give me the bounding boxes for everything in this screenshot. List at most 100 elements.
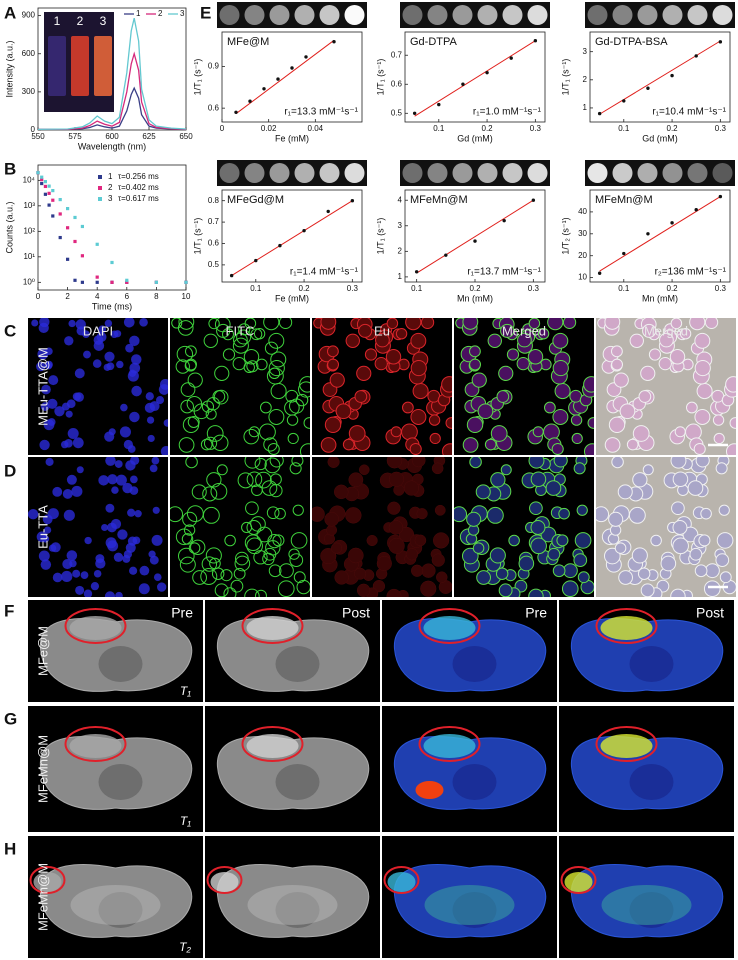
y-tick-label: 10³ [23, 201, 35, 210]
legend-label: 3 [180, 9, 185, 18]
membrane [289, 553, 304, 567]
micrograph-content [596, 457, 736, 597]
membrane [216, 323, 231, 338]
merged-cell [472, 542, 485, 554]
phantom-well [687, 163, 708, 183]
phantom-well [662, 5, 683, 25]
merged-cell [527, 349, 544, 365]
eu-signal [342, 438, 355, 451]
eu-signal [388, 471, 404, 487]
tumor [564, 872, 593, 892]
merged-cell [547, 318, 564, 331]
membrane [192, 570, 207, 585]
tumor-outline [418, 608, 481, 644]
row-band [0, 318, 28, 455]
merged-cell [469, 358, 482, 371]
data-point [531, 198, 536, 202]
tumor-outline [64, 608, 127, 644]
data-point [302, 228, 306, 233]
membrane [268, 409, 285, 425]
nucleus [131, 354, 142, 365]
bright-cell [689, 318, 706, 331]
nucleus [75, 585, 85, 595]
bright-cell [614, 542, 627, 554]
micrograph-bg [170, 457, 310, 597]
nucleus [67, 427, 79, 439]
nucleus [147, 434, 155, 443]
nucleus [130, 475, 138, 484]
nucleus [45, 360, 53, 369]
data-point [444, 253, 448, 257]
bright-cell [610, 345, 623, 358]
bright-cell [628, 506, 646, 524]
eu-signal [345, 507, 362, 524]
nucleus [108, 428, 116, 436]
membrane [214, 318, 231, 333]
data-point [58, 197, 62, 202]
bright-cell [648, 348, 662, 361]
bright-cell [604, 318, 621, 330]
hotspot [415, 781, 444, 799]
nucleus [62, 489, 73, 499]
data-point [66, 206, 70, 211]
nucleus [151, 534, 163, 546]
tumor-outline [206, 866, 243, 894]
membrane [181, 533, 194, 545]
micrograph [596, 318, 736, 455]
row-label: MFeMn@M [35, 863, 50, 931]
membrane [246, 471, 263, 488]
nucleus [104, 319, 113, 328]
phantom-well [712, 5, 733, 25]
nucleus [28, 509, 39, 520]
nucleus [153, 573, 162, 582]
chart-title: MFeMn@M [410, 194, 468, 206]
plot-frame [37, 164, 187, 291]
merged-cell [454, 506, 468, 523]
annotation: r₁=1.4 mM⁻¹s⁻¹ [290, 267, 359, 278]
eu-signal [421, 563, 436, 578]
x-tick-label: 4 [95, 292, 100, 301]
merged-cell [495, 567, 509, 580]
bright-cell [679, 328, 692, 340]
x-tick-label: 0.3 [715, 284, 727, 293]
membrane [254, 589, 267, 597]
micrograph-content [312, 457, 452, 597]
eu-signal [376, 555, 392, 572]
membrane [244, 588, 260, 597]
bright-cell [672, 537, 689, 555]
time-label: Post [696, 605, 724, 621]
membrane [183, 524, 196, 536]
membrane [253, 328, 266, 340]
x-axis-label: Mn (mM) [457, 293, 493, 303]
membrane [210, 482, 228, 500]
x-axis-label: Time (ms) [92, 301, 132, 311]
merged-cell [516, 356, 530, 371]
data-point [43, 192, 47, 196]
phantom-well [662, 163, 683, 183]
eu-signal [348, 472, 364, 488]
x-tick-label: 0.2 [667, 124, 679, 133]
merged-cell [573, 553, 588, 567]
merged-cell [573, 462, 586, 475]
nucleus [107, 474, 118, 485]
membrane [205, 547, 222, 564]
micrograph-content [454, 457, 594, 597]
nucleus [104, 591, 116, 597]
membrane [286, 414, 299, 426]
membrane [223, 587, 237, 597]
tumor [210, 872, 239, 892]
membrane [237, 472, 254, 489]
micrograph [28, 457, 168, 597]
vial [94, 36, 112, 96]
membrane [216, 464, 228, 476]
y-axis-label: 1/T₁ (s⁻¹) [192, 59, 202, 96]
membrane [263, 547, 277, 561]
bright-cell [718, 504, 730, 516]
tumor [246, 734, 299, 758]
eu-signal [395, 328, 408, 340]
nucleus [66, 399, 76, 409]
data-point [461, 82, 465, 86]
micrograph-content [170, 318, 310, 455]
merged-cell [462, 318, 479, 330]
y-tick-label: 4 [398, 195, 403, 204]
